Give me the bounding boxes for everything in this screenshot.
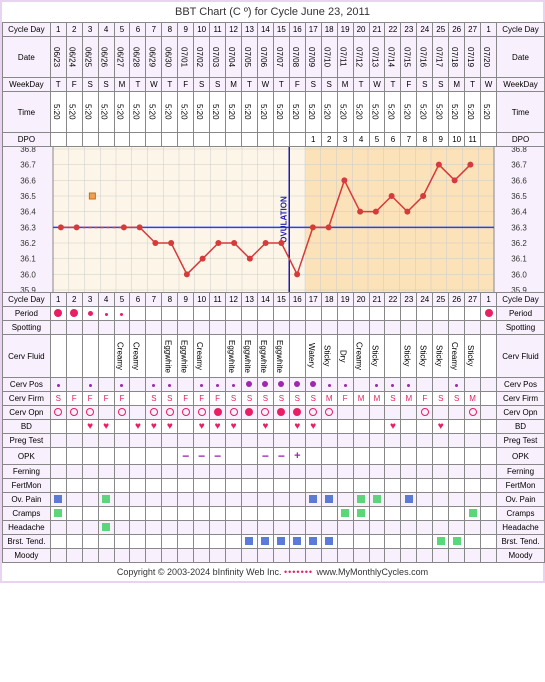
bbt-chart-container: BBT Chart (C º) for Cycle June 23, 2011 … xyxy=(0,0,545,583)
svg-text:36.5: 36.5 xyxy=(20,192,36,201)
svg-text:36.2: 36.2 xyxy=(511,239,527,248)
row-cervfluid: Cerv Fluid CreamyCreamyEggwhiteEggwhiteC… xyxy=(3,335,545,378)
row-ferning: Ferning Ferning xyxy=(3,465,545,479)
chart-title: BBT Chart (C º) for Cycle June 23, 2011 xyxy=(2,2,543,22)
row-headache: Headache Headache xyxy=(3,521,545,535)
row-weekday: WeekDay TFSSMTWTFSSMTWTFSSMTWTFSSMTW Wee… xyxy=(3,78,545,92)
svg-text:36.0: 36.0 xyxy=(511,270,527,279)
svg-text:35.9: 35.9 xyxy=(20,286,36,292)
svg-text:36.1: 36.1 xyxy=(511,255,527,264)
svg-text:36.1: 36.1 xyxy=(20,255,36,264)
copyright-text: Copyright © 2003-2024 bInfinity Web Inc. xyxy=(117,567,282,577)
svg-text:36.0: 36.0 xyxy=(20,270,36,279)
svg-text:36.6: 36.6 xyxy=(20,176,36,185)
row-time: Time 5:205:205:205:205:205:205:205:205:2… xyxy=(3,92,545,133)
svg-text:36.5: 36.5 xyxy=(511,192,527,201)
row-cervfirm: Cerv Firm SFFFFSSFFFSSSSSSMFMMSMFSSM Cer… xyxy=(3,392,545,406)
svg-text:36.8: 36.8 xyxy=(20,147,36,154)
row-moody: Moody Moody xyxy=(3,549,545,563)
svg-text:36.2: 36.2 xyxy=(20,239,36,248)
svg-text:35.9: 35.9 xyxy=(511,286,527,292)
svg-text:36.7: 36.7 xyxy=(20,161,36,170)
svg-text:36.6: 36.6 xyxy=(511,176,527,185)
row-cervopn: Cerv Opn Cerv Opn xyxy=(3,406,545,420)
svg-text:36.4: 36.4 xyxy=(20,208,36,217)
svg-text:36.3: 36.3 xyxy=(511,223,527,232)
row-fertmon: FertMon FertMon xyxy=(3,479,545,493)
row-cycleday-top: Cycle Day 123456789101112131415161718192… xyxy=(3,23,545,37)
footer-dots: ••••••• xyxy=(284,567,317,577)
row-period: Period Period xyxy=(3,307,545,321)
row-chart: 36.8 36.8 36.7 36.7 36.6 36.6 36.5 36.5 36.4 36.4… xyxy=(3,147,545,293)
row-bd: BD ♥♥♥♥♥♥♥♥♥♥♥♥♥ BD xyxy=(3,420,545,434)
svg-text:36.3: 36.3 xyxy=(20,223,36,232)
bbt-table: Cycle Day 123456789101112131415161718192… xyxy=(2,22,545,563)
row-cervpos: Cerv Pos Cerv Pos xyxy=(3,378,545,392)
svg-text:36.8: 36.8 xyxy=(511,147,527,154)
row-opk: OPK −−−−−+ OPK xyxy=(3,448,545,465)
row-brsttend: Brst. Tend. Brst. Tend. xyxy=(3,535,545,549)
svg-text:36.4: 36.4 xyxy=(511,208,527,217)
row-spotting: Spotting Spotting xyxy=(3,321,545,335)
row-ovpain: Ov. Pain Ov. Pain xyxy=(3,493,545,507)
row-pregtest: Preg Test Preg Test xyxy=(3,434,545,448)
temperature-chart: 36.8 36.8 36.7 36.7 36.6 36.6 36.5 36.5 36.4 36.4… xyxy=(3,147,544,292)
row-dpo: DPO 1234567891011 DPO xyxy=(3,133,545,147)
svg-text:OVULATION: OVULATION xyxy=(279,196,288,243)
row-cycleday-bottom: Cycle Day 123456789101112131415161718192… xyxy=(3,293,545,307)
site-link: www.MyMonthlyCycles.com xyxy=(317,567,429,577)
row-date: Date 06/2306/2406/2506/2606/2706/2806/29… xyxy=(3,37,545,78)
footer: Copyright © 2003-2024 bInfinity Web Inc.… xyxy=(2,563,543,581)
row-cramps: Cramps Cramps xyxy=(3,507,545,521)
svg-text:36.7: 36.7 xyxy=(511,161,527,170)
